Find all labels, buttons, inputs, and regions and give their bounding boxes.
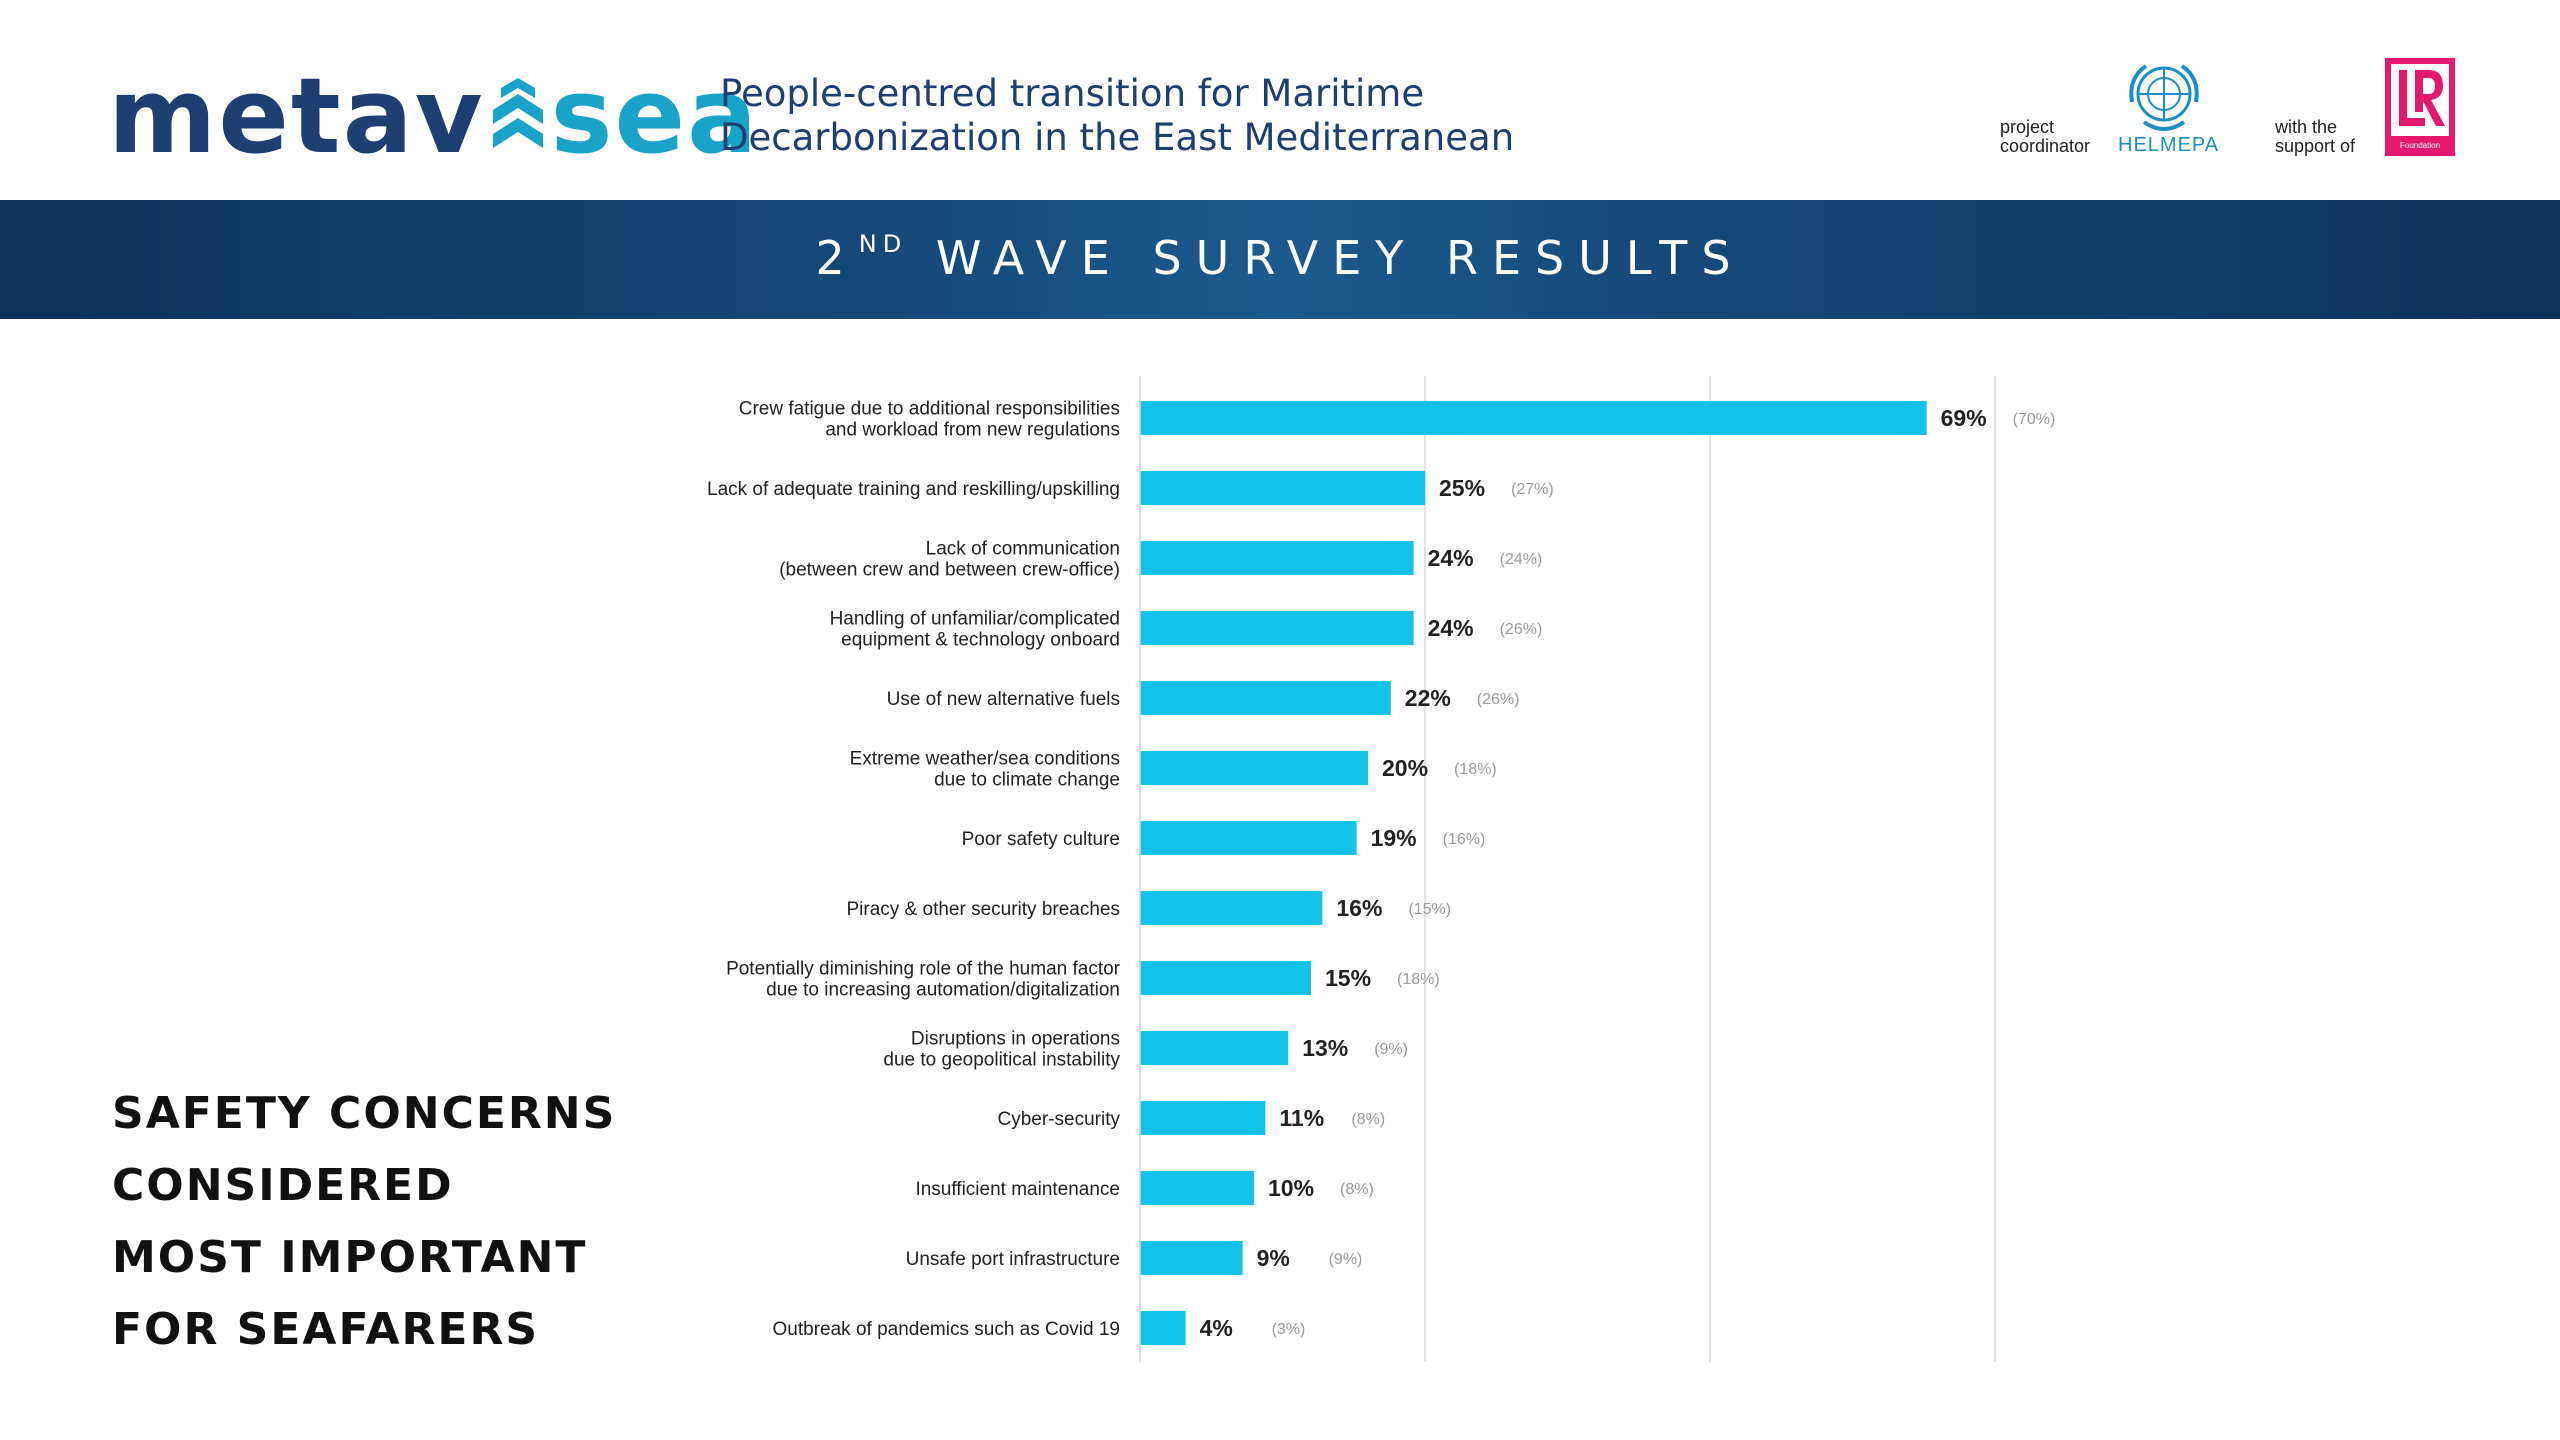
category-label: Potentially diminishing role of the huma… bbox=[726, 959, 1121, 980]
side-heading: SAFETY CONCERNS CONSIDERED MOST IMPORTAN… bbox=[112, 1078, 616, 1366]
value-label: 22% bbox=[1405, 685, 1451, 711]
previous-value-label: (8%) bbox=[1351, 1111, 1385, 1128]
value-label: 10% bbox=[1268, 1175, 1314, 1201]
category-label: Extreme weather/sea conditions bbox=[850, 749, 1120, 770]
value-label: 11% bbox=[1279, 1105, 1324, 1131]
banner-superscript: ND bbox=[858, 230, 908, 258]
bar bbox=[1140, 541, 1414, 575]
tagline-line1: People-centred transition for Maritime bbox=[720, 72, 1425, 115]
category-label: Insufficient maintenance bbox=[915, 1179, 1120, 1200]
category-label: Lack of adequate training and reskilling… bbox=[707, 479, 1120, 500]
support-label-line2: support of bbox=[2275, 136, 2356, 156]
previous-value-label: (3%) bbox=[1272, 1321, 1306, 1338]
bar bbox=[1140, 1241, 1243, 1275]
side-heading-line: SAFETY CONCERNS bbox=[112, 1088, 617, 1139]
bar bbox=[1140, 401, 1927, 435]
category-label: Unsafe port infrastructure bbox=[906, 1249, 1120, 1270]
category-label: due to increasing automation/digitalizat… bbox=[766, 980, 1120, 1001]
wave-chevron-icon bbox=[492, 78, 543, 148]
category-label: due to climate change bbox=[934, 770, 1120, 791]
value-label: 24% bbox=[1428, 545, 1474, 571]
category-label: Handling of unfamiliar/complicated bbox=[830, 609, 1120, 630]
category-label: due to geopolitical instability bbox=[883, 1050, 1120, 1071]
side-heading-line: FOR SEAFARERS bbox=[112, 1304, 540, 1355]
helmepa-name: HELMEPA bbox=[2118, 134, 2220, 156]
bar bbox=[1140, 1171, 1254, 1205]
bar bbox=[1140, 681, 1391, 715]
previous-value-label: (18%) bbox=[1454, 761, 1497, 778]
value-label: 9% bbox=[1257, 1245, 1290, 1271]
bar bbox=[1140, 471, 1425, 505]
value-label: 4% bbox=[1200, 1315, 1233, 1341]
logo-text-part1: metav bbox=[108, 55, 485, 177]
category-label: Lack of communication bbox=[926, 539, 1120, 560]
previous-value-label: (26%) bbox=[1477, 691, 1520, 708]
bar bbox=[1140, 1311, 1186, 1345]
value-label: 24% bbox=[1428, 615, 1474, 641]
category-label: equipment & technology onboard bbox=[841, 630, 1120, 651]
value-label: 20% bbox=[1382, 755, 1428, 781]
previous-value-label: (9%) bbox=[1329, 1251, 1363, 1268]
category-label: and workload from new regulations bbox=[825, 420, 1120, 441]
coordinator-label: project coordinator bbox=[2000, 118, 2090, 156]
category-label: Outbreak of pandemics such as Covid 19 bbox=[773, 1319, 1120, 1340]
bar bbox=[1140, 751, 1368, 785]
previous-value-label: (16%) bbox=[1443, 831, 1486, 848]
side-heading-line: MOST IMPORTANT bbox=[112, 1232, 588, 1283]
previous-value-label: (70%) bbox=[2013, 411, 2056, 428]
previous-value-label: (15%) bbox=[1408, 901, 1451, 918]
lr-foundation-text: Foundation bbox=[2400, 141, 2440, 150]
previous-value-label: (26%) bbox=[1500, 621, 1543, 638]
value-label: 69% bbox=[1941, 405, 1987, 431]
banner-title: 2ND WAVE SURVEY RESULTS bbox=[0, 230, 2560, 285]
metavsea-logo: metav sea bbox=[108, 58, 759, 168]
category-label: Use of new alternative fuels bbox=[887, 689, 1120, 710]
lr-foundation-logo: Foundation bbox=[2385, 58, 2455, 156]
previous-value-label: (9%) bbox=[1374, 1041, 1408, 1058]
logo-text-part2: sea bbox=[550, 55, 760, 177]
category-label: Cyber-security bbox=[998, 1109, 1121, 1130]
category-label: Piracy & other security breaches bbox=[846, 899, 1120, 920]
coordinator-label-line1: project bbox=[2000, 117, 2055, 137]
category-label: Crew fatigue due to additional responsib… bbox=[739, 399, 1120, 420]
tagline-line2: Decarbonization in the East Mediterranea… bbox=[720, 116, 1515, 159]
banner: 2ND WAVE SURVEY RESULTS bbox=[0, 200, 2560, 319]
value-label: 19% bbox=[1371, 825, 1417, 851]
bar bbox=[1140, 821, 1357, 855]
category-label: Poor safety culture bbox=[962, 829, 1120, 850]
previous-value-label: (27%) bbox=[1511, 481, 1554, 498]
banner-prefix: 2 bbox=[815, 231, 859, 285]
bar bbox=[1140, 1101, 1266, 1135]
value-label: 15% bbox=[1325, 965, 1371, 991]
value-label: 16% bbox=[1336, 895, 1382, 921]
category-label: Disruptions in operations bbox=[911, 1029, 1120, 1050]
header: metav sea People-centred transition for … bbox=[0, 0, 2560, 200]
previous-value-label: (24%) bbox=[1500, 551, 1543, 568]
support-label-line1: with the bbox=[2275, 117, 2338, 137]
bar bbox=[1140, 961, 1311, 995]
coordinator-label-line2: coordinator bbox=[2000, 136, 2091, 156]
project-tagline: People-centred transition for Maritime D… bbox=[720, 72, 1514, 160]
bar bbox=[1140, 1031, 1289, 1065]
previous-value-label: (18%) bbox=[1397, 971, 1440, 988]
value-label: 25% bbox=[1439, 475, 1485, 501]
bar bbox=[1140, 891, 1323, 925]
category-label: (between crew and between crew-office) bbox=[779, 560, 1120, 581]
support-label: with the support of bbox=[2275, 118, 2355, 156]
helmepa-emblem-icon bbox=[2129, 64, 2199, 131]
bar bbox=[1140, 611, 1414, 645]
value-label: 13% bbox=[1302, 1035, 1348, 1061]
banner-text: WAVE SURVEY RESULTS bbox=[935, 231, 1745, 285]
previous-value-label: (8%) bbox=[1340, 1181, 1374, 1198]
side-heading-line: CONSIDERED bbox=[112, 1160, 454, 1211]
